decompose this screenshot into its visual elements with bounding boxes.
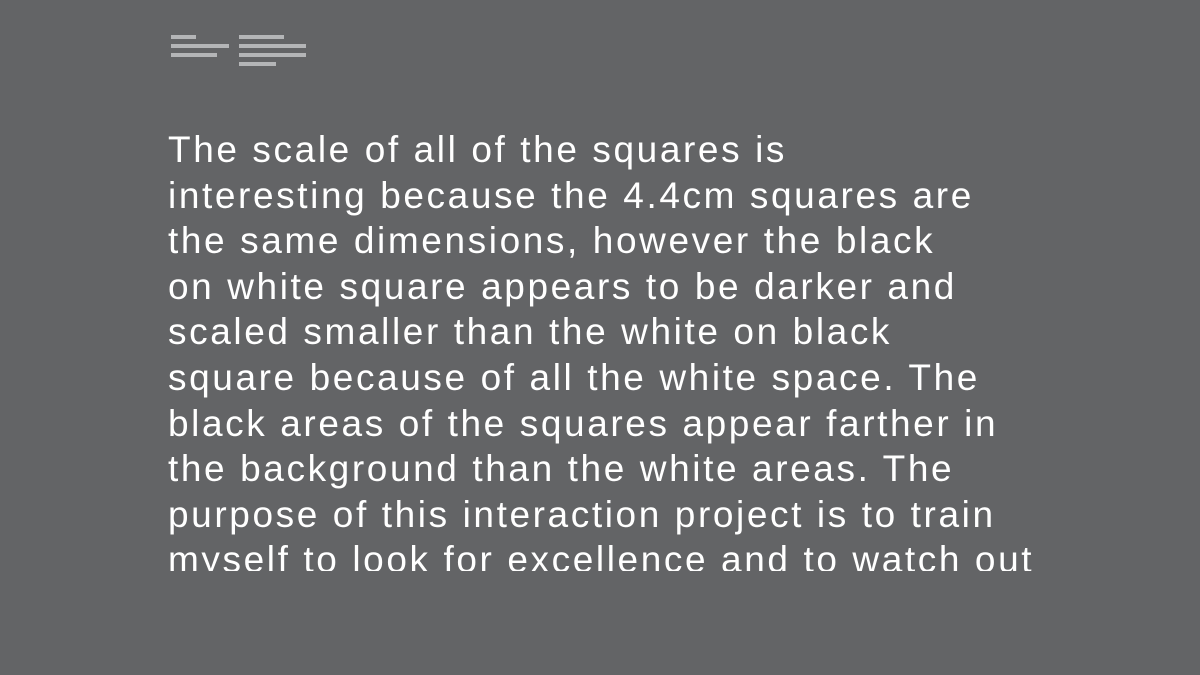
icon-line — [239, 35, 284, 39]
text-scroll-area[interactable]: The scale of all of the squares is inter… — [168, 127, 1108, 571]
align-justify-icon[interactable] — [239, 34, 307, 70]
icon-line — [171, 35, 196, 39]
align-left-icon[interactable] — [170, 34, 230, 70]
icon-line — [239, 53, 306, 57]
article-body: The scale of all of the squares is inter… — [168, 129, 1035, 571]
icon-line — [239, 62, 276, 66]
icon-line — [239, 44, 306, 48]
text-alignment-controls — [170, 34, 307, 70]
icon-line — [171, 53, 217, 57]
icon-line — [171, 44, 229, 48]
